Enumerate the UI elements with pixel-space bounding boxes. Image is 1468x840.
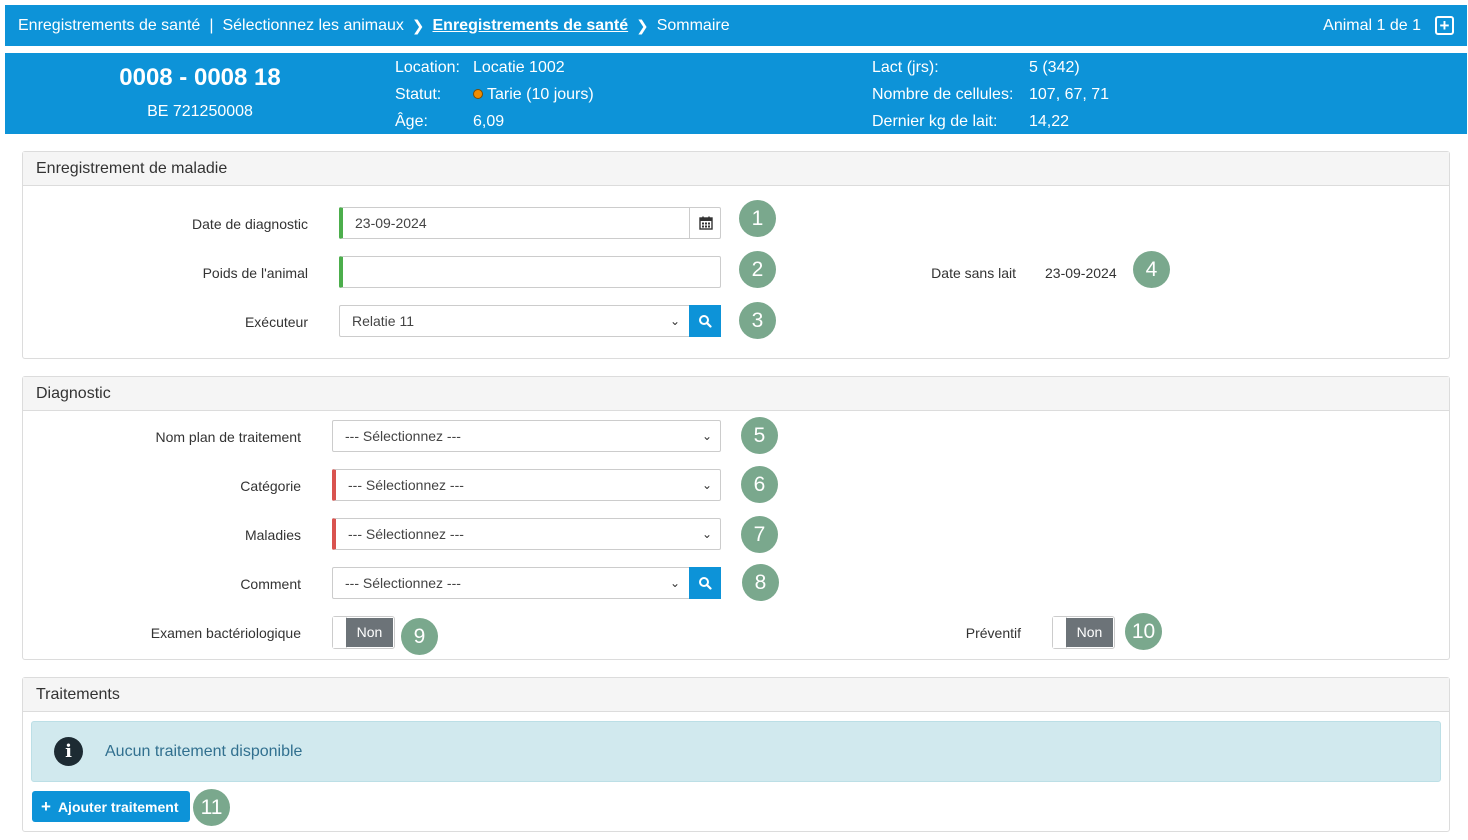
animal-weight-input[interactable] <box>339 256 721 288</box>
cells-value: 107, 67, 71 <box>1029 86 1110 103</box>
location-label: Location: <box>395 59 460 76</box>
plus-icon: + <box>41 796 51 816</box>
breadcrumb-current-health-records[interactable]: Enregistrements de santé <box>432 16 629 34</box>
lact-value: 5 (342) <box>1029 59 1080 76</box>
treatment-plan-label: Nom plan de traitement <box>155 429 301 445</box>
step-badge-2: 2 <box>739 251 776 288</box>
milk-free-date-label: Date sans lait <box>931 265 1016 281</box>
chevron-down-icon: ⌄ <box>669 576 680 590</box>
animal-info-column-2: Lact (jrs): 5 (342) Nombre de cellules: 10… <box>872 54 1109 135</box>
breadcrumb-bar: Enregistrements de santé | Sélectionnez … <box>5 5 1467 46</box>
step-badge-4: 4 <box>1133 251 1170 288</box>
cells-label: Nombre de cellules: <box>872 86 1014 103</box>
category-label: Catégorie <box>240 478 301 494</box>
chevron-down-icon: ⌄ <box>701 429 712 443</box>
animal-header: 0008 - 0008 18 BE 721250008 Location: Loc… <box>5 53 1467 134</box>
no-treatment-message: Aucun traitement disponible <box>105 742 303 760</box>
step-badge-1: 1 <box>739 200 776 237</box>
calendar-icon[interactable] <box>689 207 721 239</box>
chevron-right-icon: ❯ <box>636 17 649 35</box>
milk-free-date-value: 23-09-2024 <box>1045 265 1117 281</box>
step-badge-5: 5 <box>741 417 778 454</box>
milk-value: 14,22 <box>1029 113 1070 130</box>
comment-value: --- Sélectionnez --- <box>345 575 461 591</box>
bacteriological-exam-state: Non <box>346 618 393 647</box>
step-badge-10: 10 <box>1125 613 1162 650</box>
search-icon <box>699 577 712 590</box>
step-badge-7: 7 <box>741 516 778 553</box>
disease-registration-panel: Enregistrement de maladie Date de diagno… <box>22 151 1450 359</box>
diseases-select[interactable]: --- Sélectionnez --- ⌄ <box>332 518 721 550</box>
diseases-value: --- Sélectionnez --- <box>348 526 464 542</box>
status-label: Statut: <box>395 86 442 103</box>
executor-search-button[interactable] <box>689 305 721 337</box>
chevron-down-icon: ⌄ <box>701 478 712 492</box>
animal-counter-group: Animal 1 de 1 + <box>1323 16 1454 35</box>
breadcrumb-summary[interactable]: Sommaire <box>656 16 730 34</box>
search-icon <box>699 315 712 328</box>
treatment-plan-select[interactable]: --- Sélectionnez --- ⌄ <box>332 420 721 452</box>
executor-value: Relatie 11 <box>352 313 415 329</box>
comment-select[interactable]: --- Sélectionnez --- ⌄ <box>332 567 721 599</box>
status-dot-icon <box>473 88 483 99</box>
breadcrumb-separator: | <box>209 16 214 34</box>
chevron-right-icon: ❯ <box>411 17 425 35</box>
animal-counter: Animal 1 de 1 <box>1323 16 1421 34</box>
executor-label: Exécuteur <box>244 314 308 330</box>
animal-weight-label: Poids de l'animal <box>202 265 308 281</box>
step-badge-11: 11 <box>193 789 230 826</box>
preventive-state: Non <box>1066 618 1113 647</box>
treatments-panel: Traitements i Aucun traitement disponibl… <box>22 677 1450 832</box>
diagnosis-date-input[interactable]: 23-09-2024 <box>339 207 721 239</box>
lact-label: Lact (jrs): <box>872 59 939 76</box>
location-value: Locatie 1002 <box>473 59 565 76</box>
add-treatment-button[interactable]: + Ajouter traitement <box>32 791 190 822</box>
chevron-down-icon: ⌄ <box>701 527 712 541</box>
breadcrumb-health-records[interactable]: Enregistrements de santé <box>18 16 201 34</box>
comment-search-button[interactable] <box>689 567 721 599</box>
step-badge-3: 3 <box>739 302 776 339</box>
diagnosis-date-value: 23-09-2024 <box>355 215 427 231</box>
animal-id: 0008 - 0008 18 <box>119 64 281 91</box>
info-icon: i <box>54 737 83 766</box>
preventive-toggle[interactable]: Non <box>1052 616 1115 649</box>
age-label: Âge: <box>395 113 428 130</box>
category-select[interactable]: --- Sélectionnez --- ⌄ <box>332 469 721 501</box>
diseases-label: Maladies <box>244 527 301 543</box>
diagnosis-date-label: Date de diagnostic <box>192 216 308 232</box>
bacteriological-exam-label: Examen bactériologique <box>150 625 301 641</box>
panel-title: Enregistrement de maladie <box>23 152 1449 186</box>
comment-label: Comment <box>240 576 301 592</box>
step-badge-9: 9 <box>401 618 438 655</box>
milk-label: Dernier kg de lait: <box>872 113 998 130</box>
step-badge-6: 6 <box>741 466 778 503</box>
bacteriological-exam-toggle[interactable]: Non <box>332 616 395 649</box>
age-value: 6,09 <box>473 113 505 130</box>
panel-title: Diagnostic <box>23 377 1449 411</box>
add-animal-icon[interactable]: + <box>1435 16 1454 35</box>
animal-be-number: BE 721250008 <box>147 103 253 120</box>
category-value: --- Sélectionnez --- <box>348 477 464 493</box>
add-treatment-label: Ajouter traitement <box>57 798 179 815</box>
step-badge-8: 8 <box>742 564 779 601</box>
toggle-knob <box>333 617 347 648</box>
toggle-knob <box>1053 617 1067 648</box>
panel-title: Traitements <box>23 678 1449 712</box>
breadcrumb-select-animals[interactable]: Sélectionnez les animaux <box>222 16 404 34</box>
status-value: Tarie (10 jours) <box>487 86 594 103</box>
no-treatment-alert: i Aucun traitement disponible <box>31 721 1441 782</box>
preventive-label: Préventif <box>965 625 1021 641</box>
chevron-down-icon: ⌄ <box>669 314 680 328</box>
animal-info-column-1: Location: Locatie 1002 Statut: Tarie (10 j… <box>395 54 594 135</box>
executor-select[interactable]: Relatie 11 ⌄ <box>339 305 721 337</box>
diagnostic-panel: Diagnostic Nom plan de traitement --- Sé… <box>22 376 1450 660</box>
treatment-plan-value: --- Sélectionnez --- <box>345 428 461 444</box>
